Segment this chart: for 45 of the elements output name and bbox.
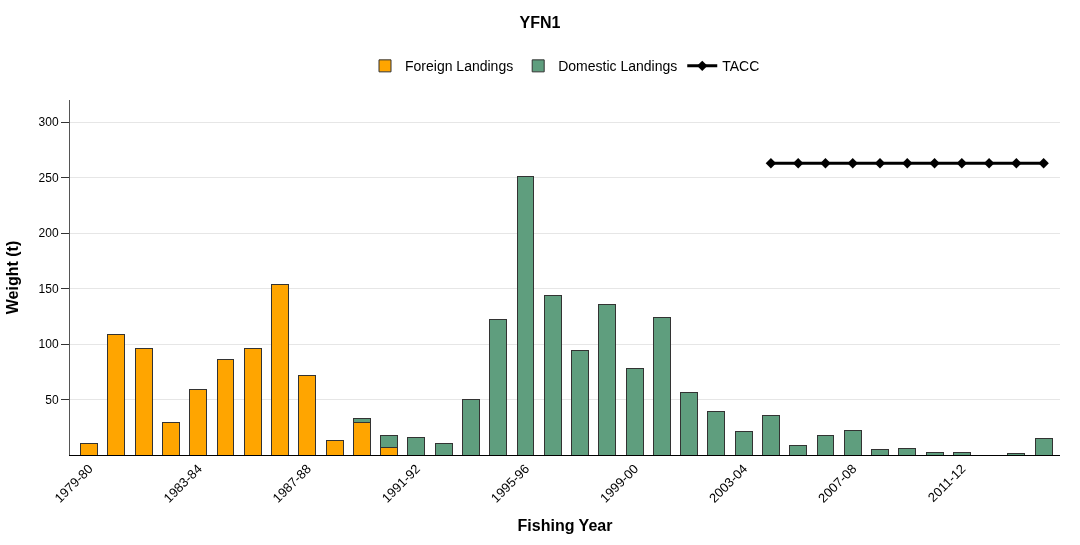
- bar: [843, 430, 862, 455]
- x-axis-title: Fishing Year: [517, 517, 613, 535]
- legend-label: TACC: [722, 58, 760, 75]
- bar: [543, 294, 562, 455]
- y-tick-label: 50: [45, 392, 59, 407]
- bar: [952, 452, 971, 455]
- bar: [434, 443, 453, 455]
- y-axis-title: Weight (t): [4, 240, 22, 315]
- bar: [598, 303, 617, 455]
- bar: [216, 359, 235, 455]
- bar: [871, 448, 889, 455]
- bar: [107, 333, 126, 455]
- bar: [571, 350, 589, 455]
- y-tick-label: 150: [38, 281, 59, 296]
- bar: [625, 367, 644, 455]
- bar: [461, 399, 480, 455]
- bar: [80, 443, 99, 455]
- bar: [925, 452, 944, 455]
- y-tick-label: 250: [38, 170, 59, 185]
- bar: [325, 440, 344, 455]
- y-tick-label: 100: [38, 337, 59, 352]
- bar: [134, 348, 153, 455]
- bar: [789, 444, 808, 455]
- y-tick-label: 200: [38, 226, 59, 241]
- legend-label: Foreign Landings: [405, 58, 514, 75]
- legend-label: Domestic Landings: [558, 58, 678, 75]
- bar: [407, 436, 426, 455]
- bar: [816, 434, 835, 455]
- bar: [1034, 437, 1053, 455]
- bar: [489, 319, 508, 455]
- bar: [516, 176, 535, 455]
- bar: [761, 414, 780, 455]
- chart-title: YFN1: [519, 13, 561, 31]
- bar: [189, 389, 208, 455]
- bar: [734, 431, 753, 455]
- bar: [298, 374, 317, 455]
- bar: [243, 348, 262, 455]
- bar: [161, 422, 180, 455]
- bar: [707, 411, 726, 455]
- bar: [680, 392, 699, 455]
- bar: [352, 422, 371, 455]
- bar: [652, 316, 671, 455]
- y-tick-label: 300: [38, 115, 59, 130]
- bar: [271, 283, 289, 455]
- bar: [898, 447, 917, 455]
